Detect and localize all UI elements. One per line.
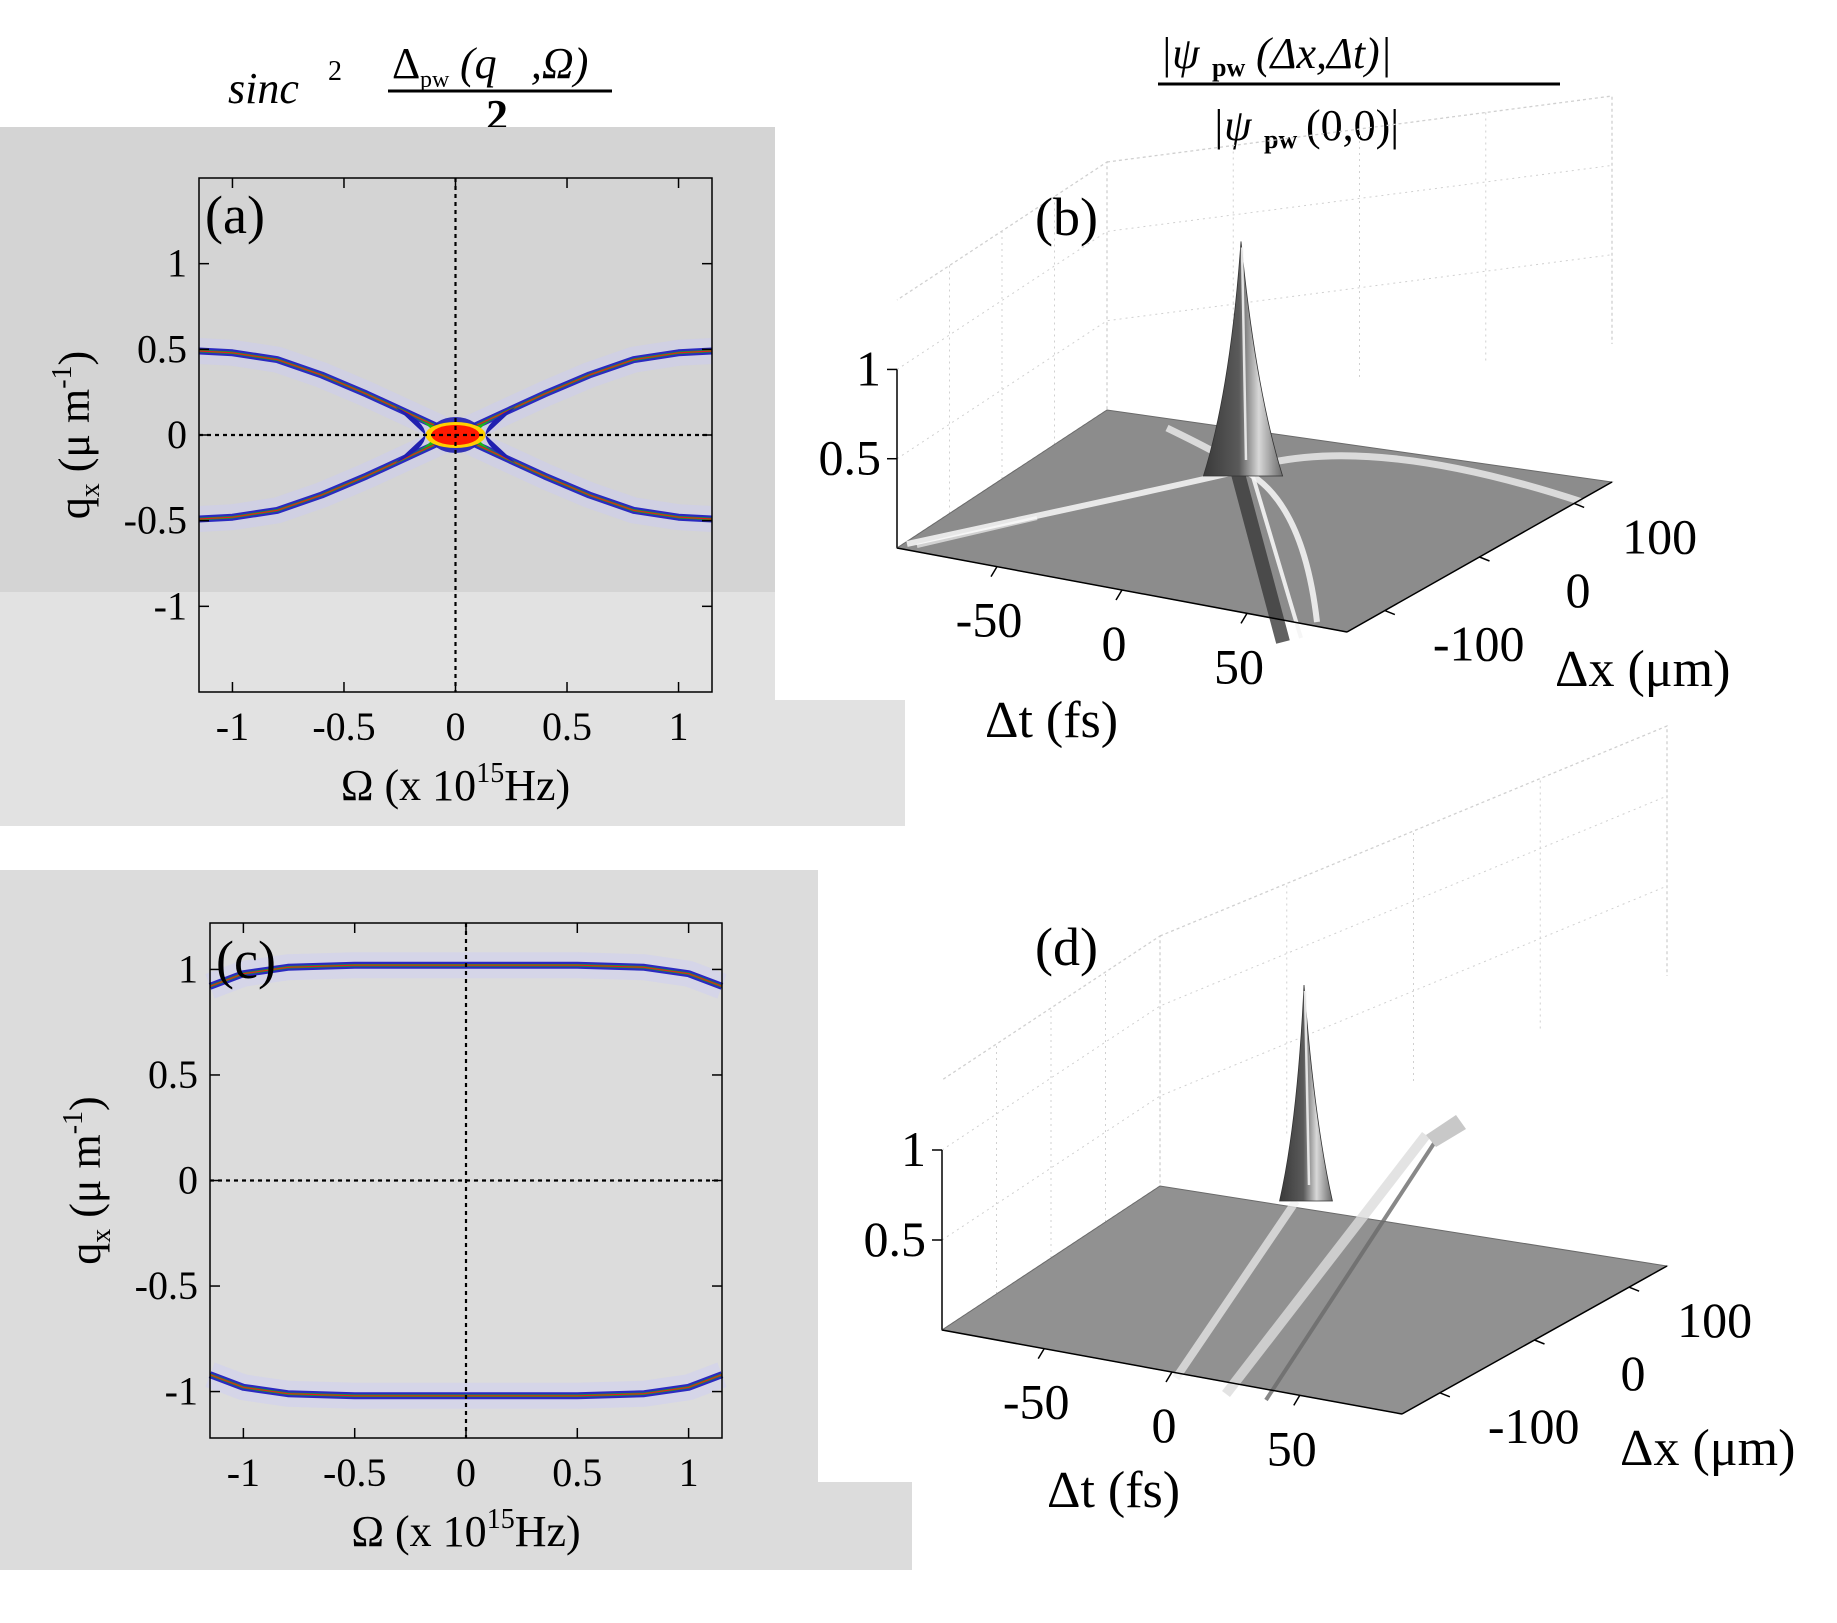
y-tick: [1384, 609, 1396, 616]
panel-d-plot: 1 0.5 -50 0 50 100 0 -100 Δt (fs) Δx (μm) (d): [864, 725, 1795, 1519]
back-wall-right: [1159, 725, 1668, 976]
y-tick-label: 0: [1621, 1345, 1646, 1401]
title-left: sinc 2 Δ pw (q⃗,Ω) 2: [228, 39, 612, 140]
panel-c-background: [0, 870, 912, 1570]
surface-ridge-cap: [1426, 1115, 1466, 1147]
y-tick: [1479, 556, 1490, 562]
x-tick-label: 0: [446, 704, 466, 749]
title-left-num-args: (q⃗,Ω): [460, 39, 588, 88]
x-tick-label: -1: [227, 1450, 260, 1495]
y-tick: [1573, 502, 1585, 509]
x-tick-label: 1: [679, 1450, 699, 1495]
panel-c: -1 -0.5 0 0.5 1 1 0.5 0 -0.5 -1 (c) Ω (x 1015Hz) qx …: [0, 870, 912, 1570]
title-left-exp: 2: [328, 56, 342, 87]
surface-ridge-shadow: [1264, 1123, 1448, 1402]
x-tick-label: 0: [456, 1450, 476, 1495]
x-tick-label: 50: [1267, 1420, 1317, 1476]
x-axis-label: Δt (fs): [1047, 1462, 1180, 1519]
x-tick: [1165, 1371, 1173, 1383]
panel-a: -1 -0.5 0 0.5 1 1 0.5 0 -0.5 -1 (a) Ω (x 1015Hz) qx …: [0, 127, 905, 826]
surface-ridge-side: [1222, 1131, 1430, 1398]
surface-trough: [1230, 468, 1290, 644]
surface-peak-highlight: [1240, 247, 1248, 461]
z-tick-label: 0.5: [819, 430, 882, 486]
y-tick-label: 100: [1622, 508, 1697, 564]
z-tick-label: 1: [901, 1121, 926, 1177]
y-tick-label: -0.5: [135, 1263, 198, 1308]
x-tick: [990, 566, 998, 578]
y-axis-label: Δx (μm): [1555, 641, 1730, 698]
panel-label: (b): [1035, 187, 1098, 247]
y-tick: [1439, 1392, 1451, 1398]
panel-label: (c): [216, 930, 276, 990]
title-right: |ψ pw (Δx,Δt)| |ψ pw (0,0)|: [1158, 29, 1560, 154]
y-axis-label: qx (μ m-1): [58, 1096, 117, 1264]
panel-b-plot: 1 0.5 -50 0 50 100 0 -100 Δt (fs) Δx (μm) (b): [819, 95, 1730, 749]
surface-ridge-front: [1172, 1198, 1300, 1381]
title-left-main: sinc: [228, 64, 299, 113]
x-tick-label: 1: [669, 704, 689, 749]
title-right-num-sub: pw: [1212, 53, 1245, 82]
title-left-numerator: Δ: [392, 39, 420, 88]
y-tick-label: -100: [1488, 1398, 1580, 1454]
x-tick-label: 0.5: [552, 1450, 602, 1495]
panel-c-plot: -1 -0.5 0 0.5 1 1 0.5 0 -0.5 -1 (c) Ω (x 1015Hz) qx …: [58, 922, 727, 1556]
title-right-num-args: (Δx,Δt)|: [1256, 29, 1392, 78]
y-tick-label: 1: [178, 946, 198, 991]
x-axis-label: Δt (fs): [985, 692, 1118, 749]
x-axis-label: Ω (x 1015Hz): [341, 758, 570, 810]
title-left-num-sub: pw: [420, 67, 450, 93]
title-right-numerator: |ψ: [1160, 29, 1200, 78]
x-axis-label: Ω (x 1015Hz): [351, 1504, 580, 1556]
x-tick: [1240, 612, 1248, 624]
panel-label: (d): [1035, 917, 1098, 977]
panel-a-plot: -1 -0.5 0 0.5 1 1 0.5 0 -0.5 -1 (a) Ω (x 1015Hz) qx …: [47, 177, 713, 810]
x-tick-label: -0.5: [323, 1450, 386, 1495]
z-tick-label: 1: [856, 340, 881, 396]
x-tick-label: 50: [1214, 638, 1264, 694]
back-wall-right: [1106, 95, 1613, 344]
surface-peak-highlight: [1303, 990, 1311, 1186]
y-tick: [1534, 1339, 1545, 1345]
y-tick-label: 0: [178, 1158, 198, 1203]
y-tick-label: 1: [167, 241, 187, 286]
x-tick-label: -50: [1003, 1374, 1070, 1430]
y-tick-label: 0.5: [137, 326, 187, 371]
x-tick-label: -50: [956, 592, 1023, 648]
back-wall-left: [941, 934, 1161, 1331]
x-tick-label: 0: [1152, 1397, 1177, 1453]
y-tick-label: 100: [1677, 1292, 1752, 1348]
y-axis-label: Δx (μm): [1620, 1420, 1795, 1477]
y-tick-label: -1: [154, 583, 187, 628]
x-tick-label: 0.5: [542, 704, 592, 749]
grid-line-z: [896, 164, 1613, 370]
y-tick-label: -1: [165, 1369, 198, 1414]
y-tick-label: -0.5: [124, 498, 187, 543]
y-axis-label: qx (μ m-1): [47, 351, 106, 519]
x-tick: [1293, 1394, 1301, 1406]
panel-label: (a): [205, 185, 265, 245]
title-right-denominator: |ψ: [1212, 101, 1252, 150]
surface-trough-light: [1249, 469, 1303, 639]
x-tick-label: -1: [216, 704, 249, 749]
title-right-den-args: (0,0)|: [1306, 101, 1399, 150]
z-tick-label: 0.5: [864, 1211, 927, 1267]
x-tick-label: 0: [1102, 615, 1127, 671]
y-tick: [1628, 1286, 1640, 1292]
y-tick-label: 0.5: [148, 1052, 198, 1097]
y-tick-label: -100: [1433, 616, 1525, 672]
surface-edge-light: [916, 516, 1038, 548]
x-tick-label: -0.5: [312, 704, 375, 749]
x-tick: [1037, 1348, 1045, 1360]
y-tick-label: 0: [1566, 562, 1591, 618]
x-tick: [1115, 589, 1123, 601]
y-tick-label: 0: [167, 412, 187, 457]
